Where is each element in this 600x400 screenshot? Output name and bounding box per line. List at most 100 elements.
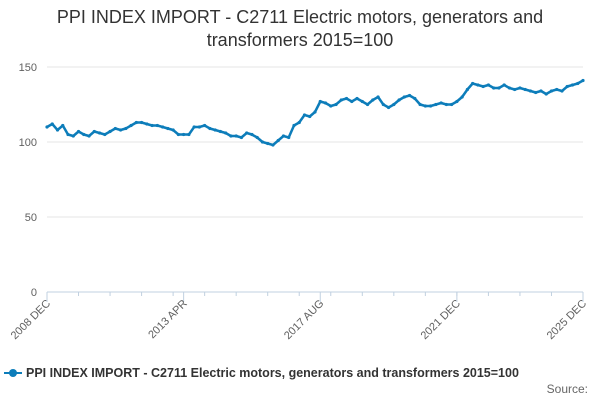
data-point[interactable] xyxy=(560,89,564,93)
data-point[interactable] xyxy=(308,114,312,119)
data-point[interactable] xyxy=(129,123,133,128)
data-point[interactable] xyxy=(255,135,259,140)
data-point[interactable] xyxy=(444,102,448,107)
data-point[interactable] xyxy=(197,125,201,129)
data-point[interactable] xyxy=(355,96,359,101)
data-point[interactable] xyxy=(229,134,233,138)
data-point[interactable] xyxy=(203,123,207,128)
data-point[interactable] xyxy=(166,126,170,131)
data-point[interactable] xyxy=(50,122,54,126)
data-point[interactable] xyxy=(124,126,128,131)
data-point[interactable] xyxy=(386,105,391,110)
data-point[interactable] xyxy=(460,95,464,99)
data-point[interactable] xyxy=(61,123,65,128)
data-point[interactable] xyxy=(471,81,475,86)
data-point[interactable] xyxy=(155,123,159,128)
data-point[interactable] xyxy=(397,98,401,102)
data-point[interactable] xyxy=(507,86,512,90)
data-point[interactable] xyxy=(245,131,249,135)
data-point[interactable] xyxy=(281,134,286,138)
data-point[interactable] xyxy=(407,93,412,98)
data-point[interactable] xyxy=(581,78,585,83)
data-point[interactable] xyxy=(76,129,81,134)
data-point[interactable] xyxy=(55,128,60,132)
data-point[interactable] xyxy=(182,132,186,137)
data-point[interactable] xyxy=(239,135,244,140)
data-point[interactable] xyxy=(455,99,459,104)
data-point[interactable] xyxy=(413,96,417,101)
data-point[interactable] xyxy=(365,102,370,107)
data-point[interactable] xyxy=(323,101,328,105)
data-point[interactable] xyxy=(518,86,522,90)
data-point[interactable] xyxy=(161,125,165,129)
data-point[interactable] xyxy=(523,87,527,92)
data-point[interactable] xyxy=(481,84,485,89)
data-point[interactable] xyxy=(392,102,396,107)
data-point[interactable] xyxy=(534,90,538,95)
data-point[interactable] xyxy=(208,126,212,131)
data-point[interactable] xyxy=(497,86,501,90)
data-point[interactable] xyxy=(187,132,191,137)
data-point[interactable] xyxy=(434,102,438,107)
data-point[interactable] xyxy=(45,125,49,129)
data-point[interactable] xyxy=(570,83,575,87)
data-point[interactable] xyxy=(108,129,112,134)
data-point[interactable] xyxy=(234,134,238,138)
data-point[interactable] xyxy=(224,131,228,135)
data-point[interactable] xyxy=(66,132,70,137)
data-point[interactable] xyxy=(376,95,380,99)
data-point[interactable] xyxy=(145,122,149,126)
data-point[interactable] xyxy=(176,132,180,137)
data-point[interactable] xyxy=(87,134,91,138)
data-point[interactable] xyxy=(486,83,491,87)
data-point[interactable] xyxy=(339,98,343,102)
data-point[interactable] xyxy=(565,84,569,89)
data-point[interactable] xyxy=(344,96,349,101)
data-point[interactable] xyxy=(402,95,406,99)
data-point[interactable] xyxy=(313,110,317,114)
data-point[interactable] xyxy=(150,123,154,128)
data-point[interactable] xyxy=(134,120,138,125)
data-point[interactable] xyxy=(418,102,422,107)
data-point[interactable] xyxy=(113,126,117,131)
data-point[interactable] xyxy=(350,99,354,104)
data-point[interactable] xyxy=(260,140,265,144)
data-point[interactable] xyxy=(139,120,144,125)
data-point[interactable] xyxy=(250,132,254,137)
data-point[interactable] xyxy=(576,81,580,86)
data-point[interactable] xyxy=(476,83,480,87)
data-point[interactable] xyxy=(528,89,533,93)
data-point[interactable] xyxy=(71,134,75,138)
data-point[interactable] xyxy=(329,104,333,108)
data-point[interactable] xyxy=(544,92,548,96)
data-point[interactable] xyxy=(292,123,296,128)
data-point[interactable] xyxy=(171,128,175,132)
data-point[interactable] xyxy=(360,99,364,104)
data-point[interactable] xyxy=(555,87,559,92)
data-point[interactable] xyxy=(302,113,307,117)
data-point[interactable] xyxy=(549,89,554,93)
data-point[interactable] xyxy=(92,129,96,134)
data-point[interactable] xyxy=(266,141,270,146)
data-point[interactable] xyxy=(118,128,123,132)
data-point[interactable] xyxy=(539,89,543,93)
data-point[interactable] xyxy=(271,143,275,147)
data-point[interactable] xyxy=(371,98,375,102)
data-point[interactable] xyxy=(423,104,427,108)
data-point[interactable] xyxy=(97,131,102,135)
data-point[interactable] xyxy=(82,132,86,137)
data-point[interactable] xyxy=(381,102,385,107)
data-point[interactable] xyxy=(492,86,496,90)
data-point[interactable] xyxy=(103,132,107,137)
data-point[interactable] xyxy=(192,125,196,129)
data-point[interactable] xyxy=(318,99,322,104)
legend[interactable]: PPI INDEX IMPORT - C2711 Electric motors… xyxy=(4,364,519,382)
data-point[interactable] xyxy=(450,102,454,107)
data-point[interactable] xyxy=(297,120,301,125)
data-point[interactable] xyxy=(213,128,217,132)
data-point[interactable] xyxy=(465,87,469,92)
data-point[interactable] xyxy=(429,104,433,108)
data-point[interactable] xyxy=(287,135,291,140)
data-point[interactable] xyxy=(218,129,223,134)
data-point[interactable] xyxy=(276,138,280,143)
